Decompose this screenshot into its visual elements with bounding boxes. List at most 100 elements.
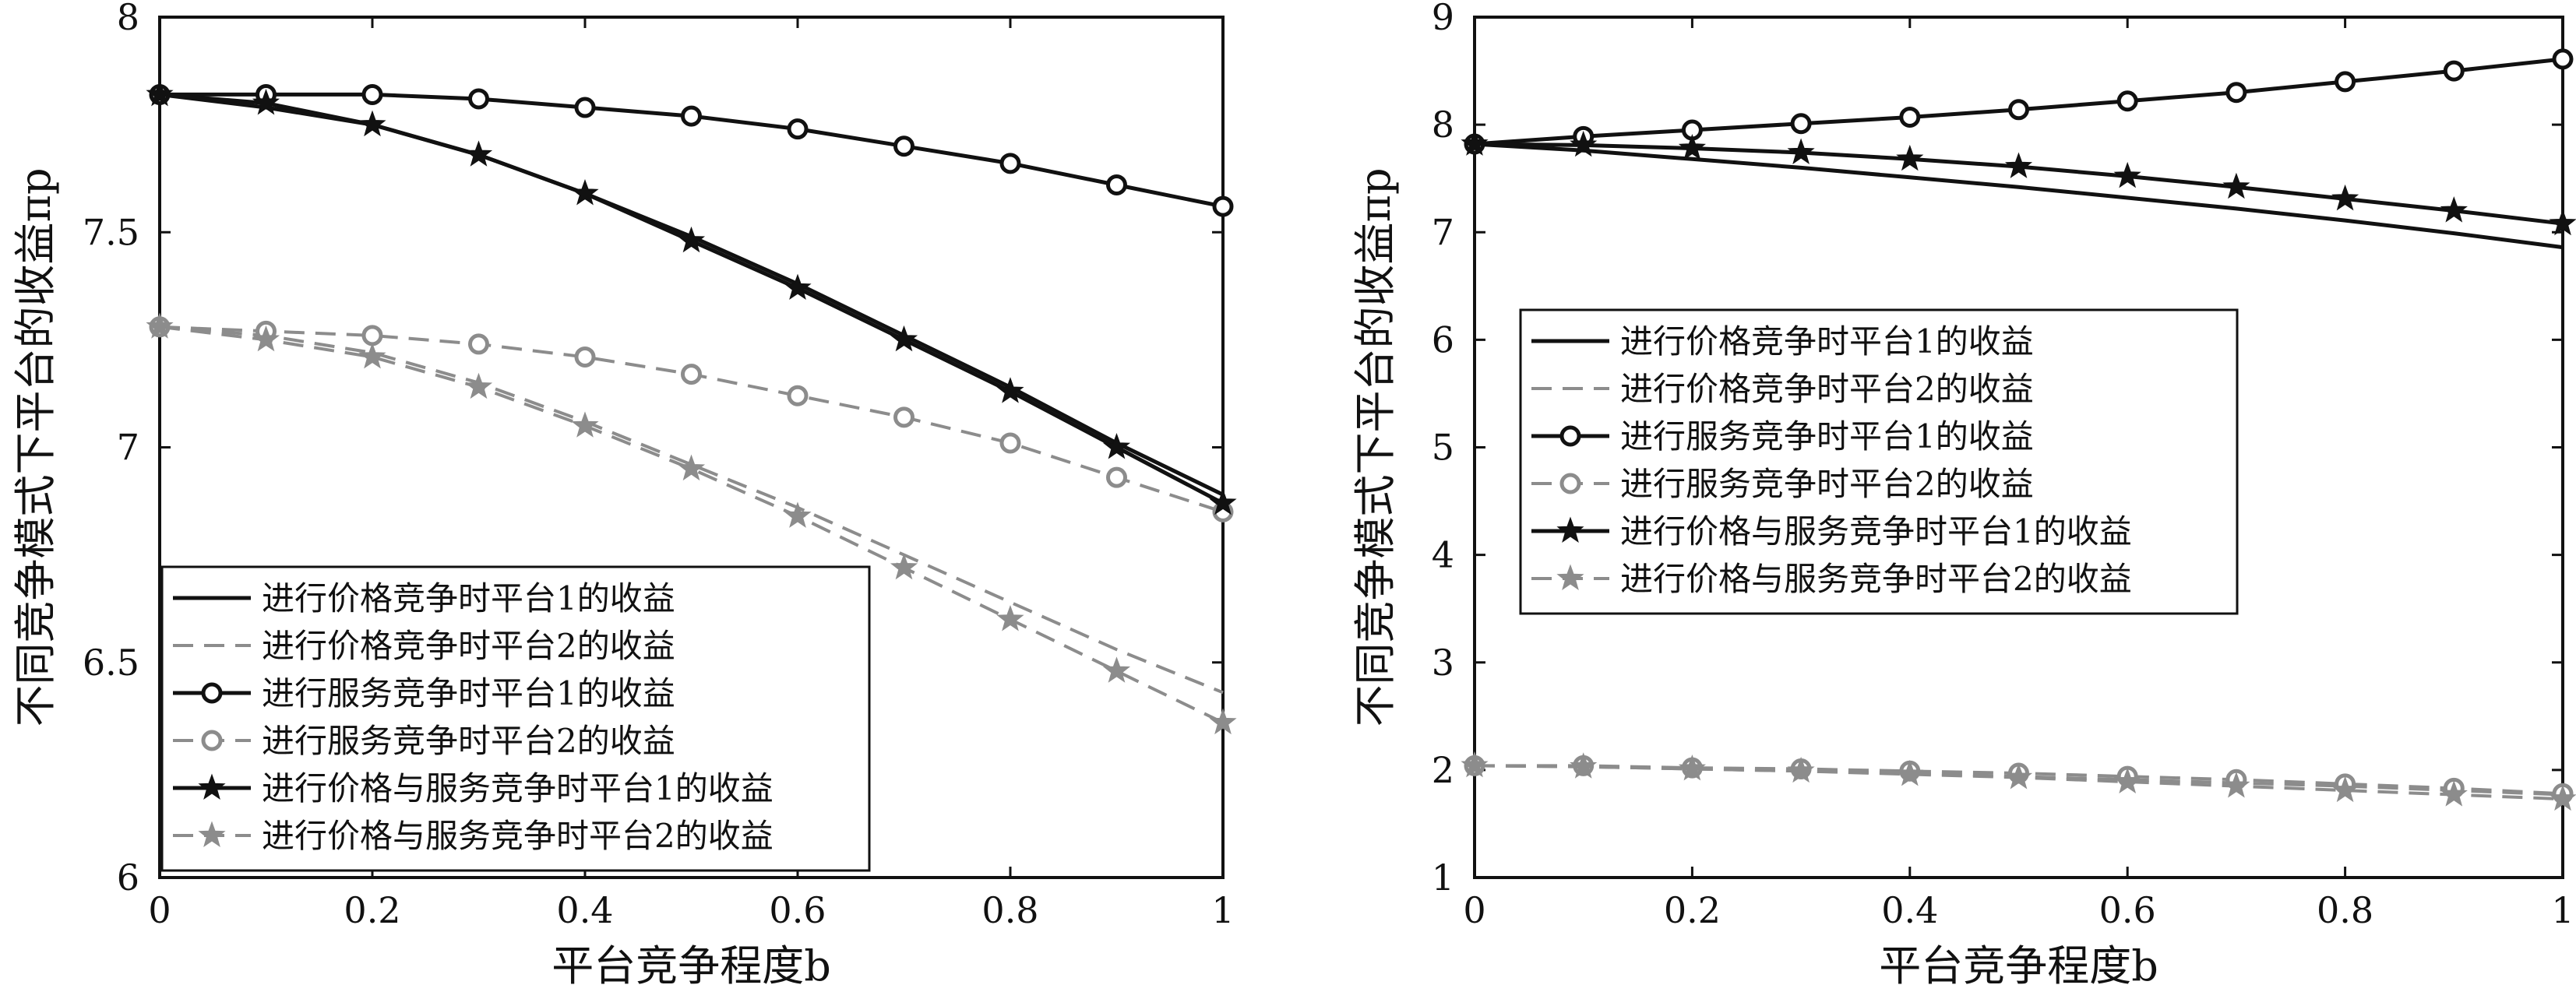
legend-label: 进行价格竞争时平台2的收益 [1620,370,2034,408]
legend-label: 进行价格与服务竞争时平台1的收益 [1620,512,2132,551]
y-tick-label: 2 [1432,749,1454,791]
data-point [2440,196,2468,223]
series-6 [146,312,1237,735]
data-point [1899,106,1921,128]
legend-label: 进行服务竞争时平台1的收益 [1620,417,2034,456]
data-point [574,97,596,118]
legend-marker [1559,425,1581,447]
series-3 [149,83,1234,217]
data-point [1106,174,1127,195]
y-tick-label: 7 [117,427,139,469]
y-tick-label: 6.5 [83,642,139,684]
data-point [999,432,1021,454]
data-point [996,377,1024,403]
legend-marker [198,821,226,847]
data-point [2549,209,2576,236]
series-line [159,325,1224,695]
series-line [159,92,1225,505]
data-point [2004,152,2033,178]
data-point [1787,756,1815,783]
data-point [996,605,1024,631]
data-point [2113,161,2141,188]
legend-label: 进行价格竞争时平台1的收益 [1620,322,2034,361]
right-panel: 0 0.2 0.4 0.6 0.8 1 1 2 3 4 5 6 7 8 9 平台竞争程度b 不同竞争模式下平台的… [1351,0,2576,990]
legend-box [1519,308,2239,615]
data-point [2004,763,2033,790]
y-tick-label: 1 [1432,857,1454,899]
data-point [890,325,918,352]
data-point [468,88,489,110]
data-point [2331,776,2359,803]
x-tick-label: 0.8 [2317,889,2373,931]
data-point [2440,780,2468,807]
data-point [2225,82,2247,104]
data-point [1102,433,1131,459]
legend-label: 进行价格与服务竞争时平台2的收益 [1620,560,2132,598]
data-point [677,226,706,253]
data-point [252,89,280,115]
data-point [1212,195,1234,217]
data-point [787,385,809,406]
x-axis-label: 平台竞争程度b [551,941,831,990]
x-tick-label: 0.6 [769,889,826,931]
series-6 [1461,751,2576,811]
data-point [893,406,914,428]
y-tick-label: 3 [1432,642,1454,684]
data-point [1102,656,1131,683]
data-point [2222,772,2250,798]
legend-box [160,565,871,872]
data-point [571,411,599,438]
series-1 [1474,142,2564,250]
x-axis-label: 平台竞争程度b [1879,941,2158,990]
y-tick-label: 8 [1432,104,1454,146]
data-point [1209,708,1237,735]
legend-label: 进行价格竞争时平台2的收益 [262,627,675,665]
y-tick-label: 6 [117,857,139,899]
legend-label: 进行价格与服务竞争时平台1的收益 [262,769,774,807]
data-point [677,454,706,481]
data-point [1461,751,1489,778]
data-point [2113,767,2141,793]
left-panel: 0 0.2 0.4 0.6 0.8 1 6 6.5 7 7.5 8 平台竞争程度b 不同竞争模式下平台的… [11,0,1237,990]
series-line [159,92,1225,497]
data-point [1896,144,1924,171]
data-point [784,273,812,300]
series-line [159,325,1224,724]
data-point [681,105,702,127]
data-point [787,118,809,140]
series-1 [159,92,1225,497]
data-point [464,140,493,167]
legend-marker [201,730,223,751]
x-tick-label: 0 [1463,889,1485,931]
data-point [893,135,914,157]
series-line [1474,142,2564,250]
data-point [681,364,702,385]
y-axis-label: 不同竞争模式下平台的收益πp [11,167,60,726]
series-5 [146,79,1237,515]
data-point [1896,759,1924,786]
data-point [2222,172,2250,199]
data-point [2008,99,2029,121]
legend-label: 进行价格竞争时平台1的收益 [262,579,675,617]
legend-marker [1559,473,1581,494]
legend-label: 进行服务竞争时平台1的收益 [262,674,675,712]
x-tick-label: 1 [2551,889,2574,931]
data-point [146,79,174,107]
legend-label: 进行服务竞争时平台2的收益 [1620,465,2034,503]
y-tick-label: 9 [1432,0,1454,38]
series-3 [1464,48,2574,155]
x-tick-label: 0.2 [1664,889,1721,931]
data-point [2116,90,2138,112]
x-tick-label: 1 [1211,889,1234,931]
data-point [2549,784,2576,811]
data-point [574,346,596,368]
y-tick-label: 4 [1432,534,1454,576]
data-point [2335,71,2356,93]
data-point [1678,755,1706,781]
series-4 [149,316,1234,522]
data-point [1106,466,1127,488]
data-point [890,553,918,580]
legend: 进行价格竞争时平台1的收益进行价格竞争时平台2的收益进行服务竞争时平台1的收益进… [160,565,871,872]
data-point [1570,130,1598,157]
